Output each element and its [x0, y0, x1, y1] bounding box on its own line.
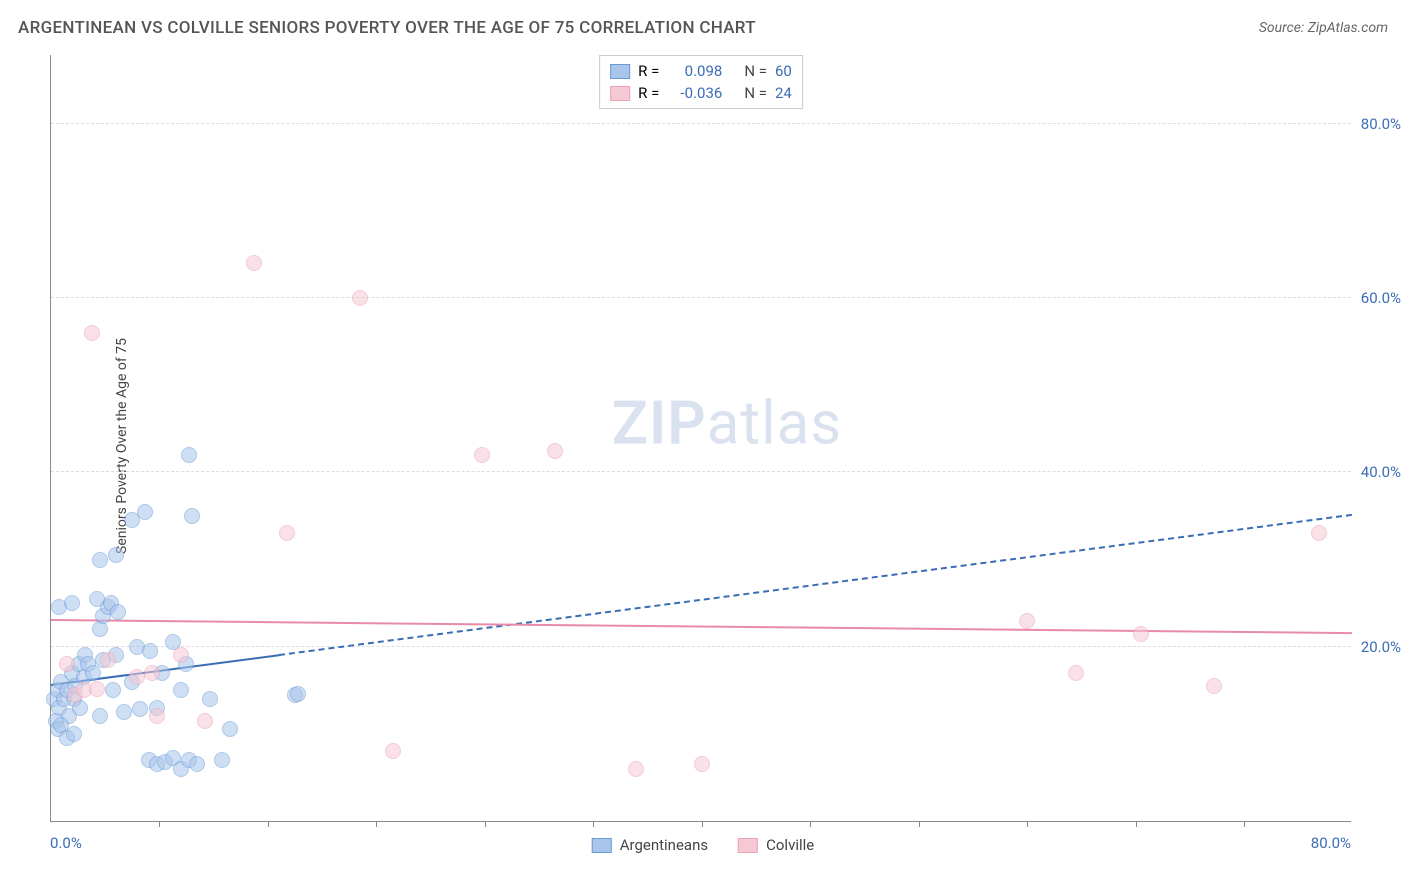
x-minor-tick — [376, 821, 377, 827]
grid-line — [51, 123, 1351, 124]
x-axis-max-label: 80.0% — [1311, 834, 1351, 852]
legend-item-colville: Colville — [738, 836, 814, 854]
chart-title: ARGENTINEAN VS COLVILLE SENIORS POVERTY … — [18, 18, 756, 38]
swatch-icon — [738, 838, 758, 853]
swatch-icon — [592, 838, 612, 853]
data-point — [108, 547, 124, 563]
y-tick-label: 80.0% — [1351, 115, 1401, 133]
legend-item-argentineans: Argentineans — [592, 836, 708, 854]
data-point — [144, 665, 160, 681]
grid-line — [51, 297, 1351, 298]
data-point — [694, 756, 710, 772]
data-point — [149, 708, 165, 724]
data-point — [129, 669, 145, 685]
plot-area: ZIPatlas R = 0.098 N = 60 R = -0.036 N =… — [50, 55, 1351, 822]
data-point — [100, 652, 116, 668]
correlation-legend: R = 0.098 N = 60 R = -0.036 N = 24 — [599, 55, 803, 109]
data-point — [474, 447, 490, 463]
data-point — [59, 656, 75, 672]
data-point — [385, 743, 401, 759]
data-point — [110, 604, 126, 620]
data-point — [89, 681, 105, 697]
grid-line — [51, 471, 1351, 472]
data-point — [64, 595, 80, 611]
data-point — [142, 643, 158, 659]
data-point — [85, 665, 101, 681]
x-minor-tick — [268, 821, 269, 827]
data-point — [1311, 525, 1327, 541]
x-minor-tick — [1136, 821, 1137, 827]
data-point — [1206, 678, 1222, 694]
data-point — [137, 504, 153, 520]
data-point — [173, 647, 189, 663]
data-point — [1068, 665, 1084, 681]
series-legend: Argentineans Colville — [592, 836, 815, 854]
data-point — [181, 447, 197, 463]
data-point — [132, 701, 148, 717]
y-tick-label: 40.0% — [1351, 463, 1401, 481]
x-minor-tick — [919, 821, 920, 827]
data-point — [1133, 626, 1149, 642]
x-minor-tick — [702, 821, 703, 827]
data-point — [197, 713, 213, 729]
data-point — [184, 508, 200, 524]
data-point — [628, 761, 644, 777]
x-minor-tick — [1027, 821, 1028, 827]
watermark: ZIPatlas — [612, 387, 843, 458]
x-axis-min-label: 0.0% — [50, 834, 82, 852]
x-minor-tick — [810, 821, 811, 827]
x-minor-tick — [1244, 821, 1245, 827]
source-link[interactable]: ZipAtlas.com — [1308, 20, 1388, 36]
y-tick-label: 60.0% — [1351, 289, 1401, 307]
legend-row-argentineans: R = 0.098 N = 60 — [610, 60, 792, 82]
data-point — [84, 325, 100, 341]
data-point — [214, 752, 230, 768]
data-point — [1019, 613, 1035, 629]
data-point — [246, 255, 262, 271]
data-point — [547, 443, 563, 459]
data-point — [92, 708, 108, 724]
data-point — [279, 525, 295, 541]
x-minor-tick — [159, 821, 160, 827]
source-attribution: Source: ZipAtlas.com — [1259, 20, 1388, 36]
y-tick-label: 20.0% — [1351, 638, 1401, 656]
trend-line — [51, 619, 1352, 634]
data-point — [116, 704, 132, 720]
data-point — [92, 552, 108, 568]
data-point — [202, 691, 218, 707]
data-point — [189, 756, 205, 772]
swatch-icon — [610, 64, 630, 79]
x-minor-tick — [485, 821, 486, 827]
legend-row-colville: R = -0.036 N = 24 — [610, 82, 792, 104]
header: ARGENTINEAN VS COLVILLE SENIORS POVERTY … — [18, 18, 1388, 38]
data-point — [105, 682, 121, 698]
grid-line — [51, 646, 1351, 647]
data-point — [352, 290, 368, 306]
data-point — [290, 686, 306, 702]
swatch-icon — [610, 86, 630, 101]
x-minor-tick — [593, 821, 594, 827]
trend-line-dashed — [279, 514, 1353, 656]
data-point — [222, 721, 238, 737]
data-point — [89, 591, 105, 607]
data-point — [66, 726, 82, 742]
data-point — [173, 682, 189, 698]
